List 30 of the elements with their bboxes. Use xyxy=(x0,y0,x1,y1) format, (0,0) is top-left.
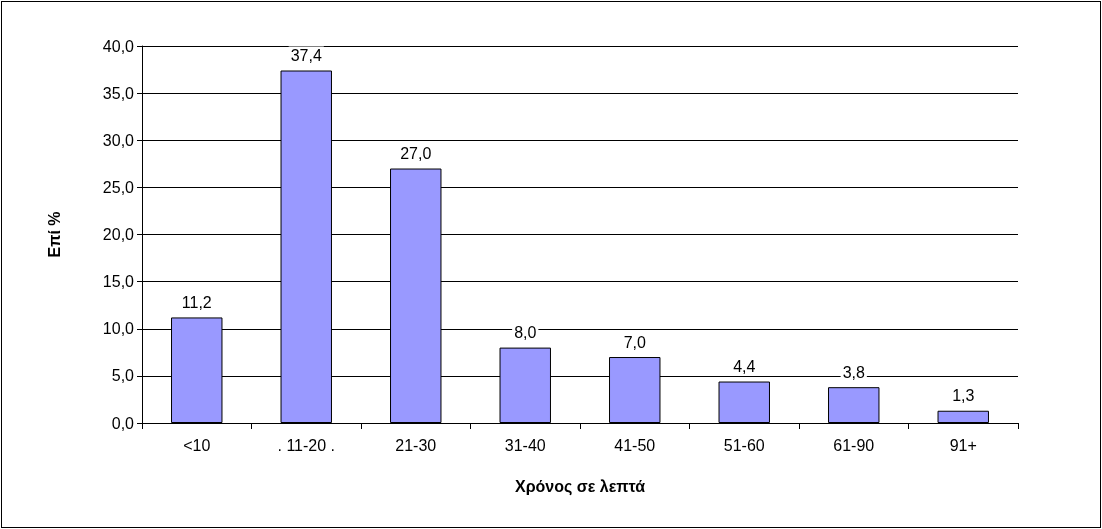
bar xyxy=(718,381,770,423)
x-tick-label: <10 xyxy=(183,436,211,454)
data-label: 11,2 xyxy=(181,293,212,311)
x-tick-label: . 11-20 . xyxy=(277,436,336,454)
y-tick-label: 40,0 xyxy=(102,37,135,55)
x-tick-label: 41-50 xyxy=(614,436,656,454)
x-tick-label: 91+ xyxy=(949,436,977,454)
x-tick-label: 51-60 xyxy=(723,436,765,454)
x-tick-label: 61-90 xyxy=(833,436,875,454)
x-tick-label: 31-40 xyxy=(504,436,546,454)
data-label: 37,4 xyxy=(290,47,322,65)
y-tick-label: 35,0 xyxy=(102,84,135,102)
data-label: 1,3 xyxy=(952,387,975,405)
data-label: 8,0 xyxy=(514,324,537,342)
y-tick-label: 5,0 xyxy=(111,367,135,385)
x-axis-title: Χρόνος σε λεπτά xyxy=(514,477,646,496)
data-label: 3,8 xyxy=(842,363,865,381)
y-axis-title: Επί % xyxy=(45,211,63,258)
y-tick-label: 25,0 xyxy=(102,178,135,196)
data-label: 27,0 xyxy=(400,145,432,163)
bar xyxy=(828,387,880,423)
y-tick-label: 15,0 xyxy=(102,273,135,291)
y-tick-label: 10,0 xyxy=(102,320,135,338)
y-tick-label: 0,0 xyxy=(111,414,135,432)
y-tick-label: 20,0 xyxy=(102,226,135,243)
data-label: 4,4 xyxy=(733,358,756,376)
y-tick-label: 30,0 xyxy=(102,131,135,149)
data-label: 7,0 xyxy=(623,333,646,351)
bar xyxy=(937,410,989,423)
x-tick-label: 21-30 xyxy=(395,436,437,454)
